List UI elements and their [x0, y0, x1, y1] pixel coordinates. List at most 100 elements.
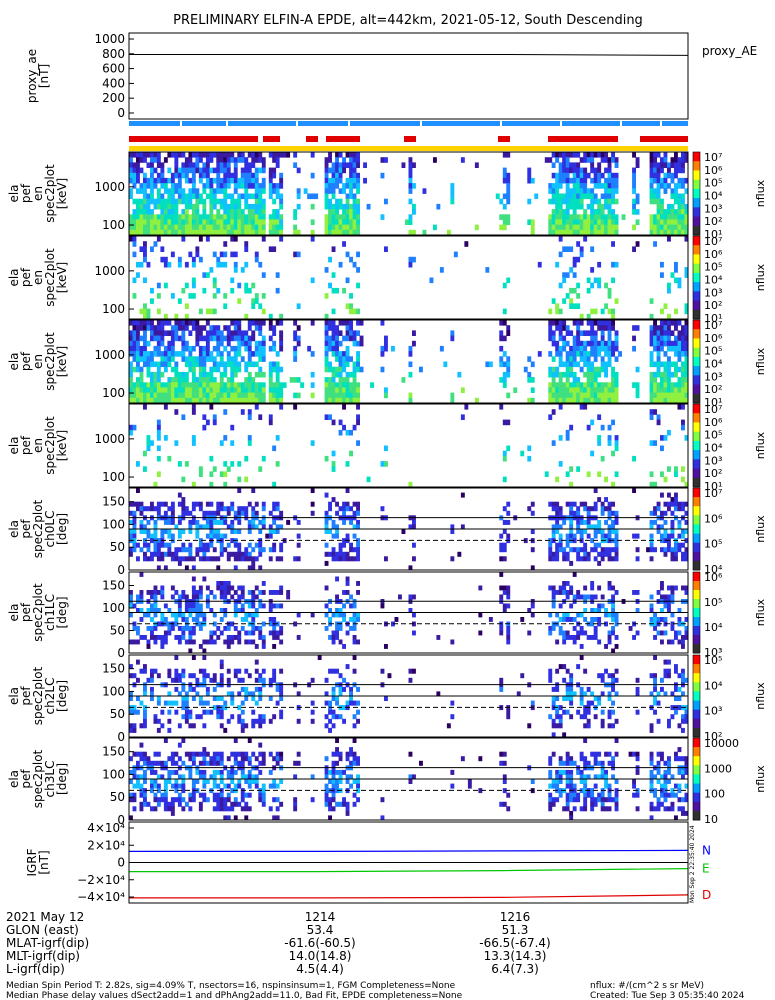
spectrogram-cell — [474, 162, 479, 168]
spectrogram-cell — [422, 188, 427, 194]
spectrogram-cell — [335, 626, 339, 631]
spectrogram-cell — [216, 501, 221, 507]
spectrogram-cell — [237, 510, 242, 516]
spectrogram-cell — [635, 686, 640, 692]
spectrogram-cell — [188, 387, 193, 393]
spectrogram-cell — [191, 630, 196, 636]
colorbar-frame — [692, 654, 701, 738]
spectrogram-cell — [506, 635, 511, 640]
spectrogram-cell — [272, 501, 277, 507]
spectrogram-cell — [562, 361, 567, 368]
spectrogram-cell — [261, 272, 266, 278]
spectrogram-cell — [212, 277, 217, 284]
spectrogram-cell — [600, 529, 605, 534]
spectrogram-cell — [384, 340, 388, 347]
spectrogram-cell — [146, 445, 151, 452]
spectrogram-cell — [160, 162, 165, 168]
spectrogram-cell — [223, 815, 228, 820]
spectrogram-cell — [202, 639, 207, 645]
spectrogram-cell — [216, 198, 221, 205]
spectrogram-cell — [181, 686, 186, 692]
spectrogram-cell — [237, 551, 242, 557]
spectrogram-cell — [527, 198, 532, 205]
spectrogram-cell — [293, 251, 298, 258]
spectrogram-cell — [237, 506, 242, 512]
spectrogram-cell — [614, 356, 619, 362]
spectrogram-cell — [433, 224, 437, 231]
spectrogram-cell — [412, 556, 416, 562]
spectrogram-cell — [279, 524, 284, 530]
spectrogram-cell — [649, 351, 654, 357]
spectrogram-cell — [258, 188, 263, 194]
spectrogram-cell — [583, 506, 588, 512]
spectrogram-cell — [586, 219, 591, 225]
spectrogram-cell — [156, 387, 161, 393]
spectrogram-cell — [143, 686, 147, 692]
spectrogram-cell — [237, 214, 242, 220]
spectrogram-cell — [219, 664, 224, 670]
spectrogram-cell — [611, 241, 615, 247]
spectrogram-cell — [331, 209, 336, 215]
spectrogram-cell — [555, 183, 560, 189]
spectrogram-cell — [279, 313, 284, 319]
spectrogram-cell — [219, 801, 224, 807]
spectrogram-cell — [146, 162, 151, 168]
spectrogram-cell — [586, 351, 591, 357]
spectrogram-cell — [181, 330, 186, 336]
spectrogram-cell — [275, 219, 280, 225]
spectrogram-cell — [607, 723, 612, 729]
spectrogram-cell — [258, 345, 263, 352]
spectrogram-cell — [261, 635, 266, 640]
spectrogram-cell — [237, 630, 242, 636]
spectrogram-cell — [583, 542, 588, 548]
spectrogram-cell — [275, 556, 280, 562]
spectrogram-cell — [331, 392, 336, 399]
spectrogram-cell — [667, 392, 671, 399]
spectrogram-cell — [195, 751, 200, 757]
spectrogram-cell — [237, 677, 242, 683]
spectrogram-cell — [607, 709, 612, 715]
spectrogram-cell — [230, 501, 235, 507]
spectrogram-cell — [143, 788, 147, 794]
spectrogram-cell — [684, 361, 688, 368]
spectrogram-cell — [146, 340, 151, 347]
spectrogram-cell — [198, 361, 203, 368]
spectrogram-cell — [649, 440, 654, 446]
spectrogram-cell — [506, 392, 511, 399]
spectrogram-cell — [586, 718, 591, 724]
spectrogram-cell — [136, 345, 140, 352]
spectrogram-cell — [181, 236, 186, 242]
spectrogram-cell — [174, 377, 179, 383]
spectrogram-cell — [558, 361, 563, 368]
colorbar-segment — [693, 375, 700, 385]
spectrogram-cell — [150, 229, 154, 235]
spectrogram-cell — [188, 635, 193, 640]
spectrogram-cell — [335, 551, 339, 557]
spectrogram-cell — [674, 214, 678, 220]
spectrogram-cell — [558, 203, 563, 210]
spectrogram-cell — [597, 325, 602, 331]
spectrogram-cell — [565, 356, 570, 362]
spectrogram-cell — [569, 224, 574, 231]
spectrogram-cell — [139, 152, 144, 158]
spectrogram-cell — [660, 335, 664, 342]
spectrogram-cell — [583, 157, 588, 163]
spectrogram-cell — [349, 219, 353, 225]
spectrogram-cell — [184, 209, 189, 215]
spectrogram-cell — [391, 345, 395, 352]
spectrogram-cell — [310, 193, 315, 200]
spectrogram-cell — [614, 533, 619, 539]
spectrogram-cell — [338, 177, 343, 184]
spectrogram-cell — [216, 519, 221, 525]
spectrogram-cell — [216, 769, 221, 775]
spectrogram-cell — [268, 547, 273, 553]
spectrogram-cell — [251, 617, 256, 622]
spectrogram-cell — [163, 345, 168, 352]
spectrogram-cell — [667, 533, 671, 539]
spectrogram-cell — [569, 219, 574, 225]
spectrogram-cell — [653, 686, 657, 692]
spectrogram-cell — [607, 287, 612, 294]
spectrogram-cell — [279, 340, 284, 347]
spectrogram-cell — [254, 193, 259, 200]
spectrogram-cell — [167, 392, 172, 399]
